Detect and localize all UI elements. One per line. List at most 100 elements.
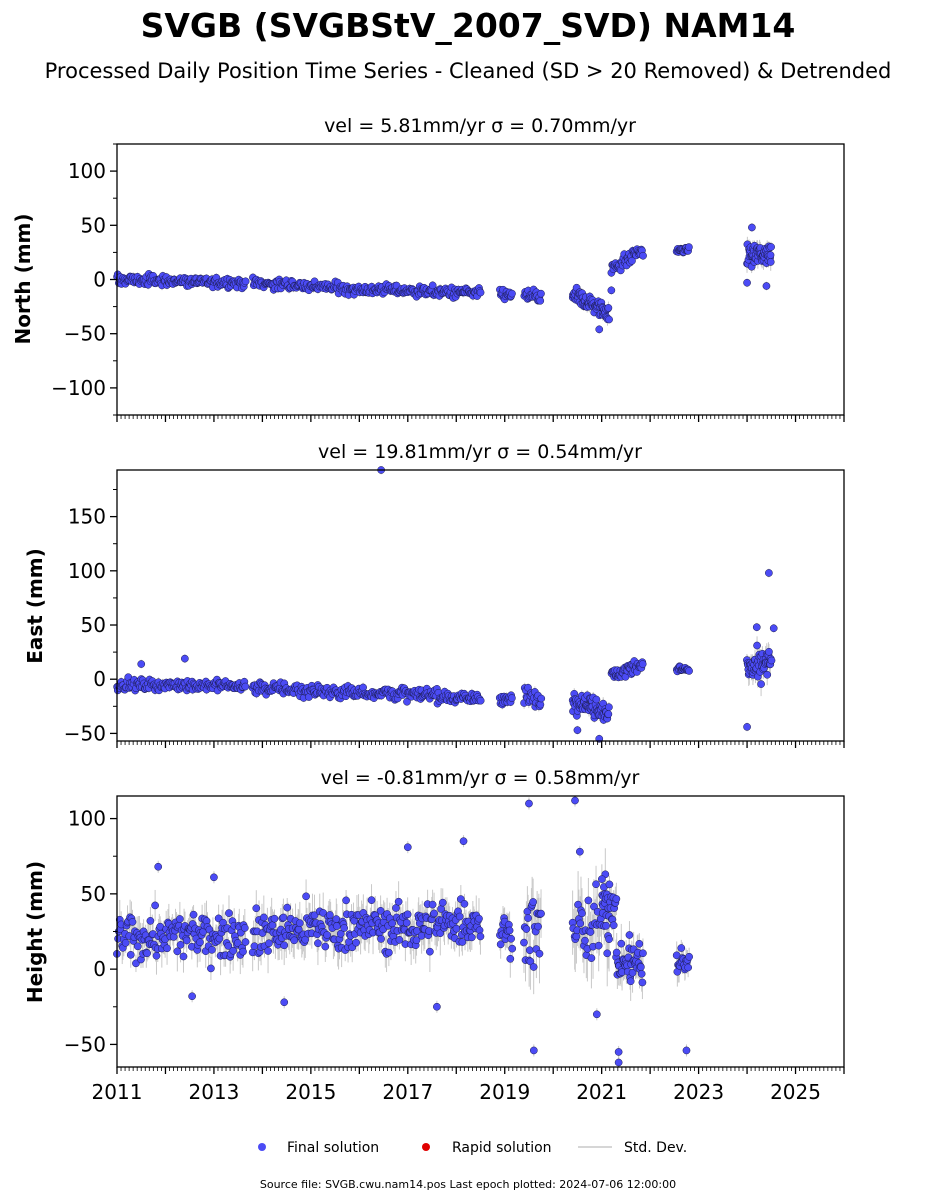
height-point <box>525 946 534 955</box>
height-point <box>625 931 634 939</box>
east-point <box>592 695 601 704</box>
height-point <box>280 998 289 1007</box>
north-point <box>607 286 616 295</box>
height-point <box>576 919 585 928</box>
height-point <box>394 897 403 906</box>
height-point <box>592 1010 601 1019</box>
height-point <box>537 909 545 918</box>
height-point <box>302 892 310 901</box>
height-point <box>252 904 261 913</box>
east-point <box>765 647 773 656</box>
north-axes: −100 −50 0 50 100 <box>51 143 845 422</box>
north-ylabel: North (mm) <box>11 213 35 344</box>
height-point <box>265 939 273 948</box>
height-point <box>535 949 544 958</box>
east-point <box>765 569 773 577</box>
height-point <box>283 903 292 912</box>
north-point <box>428 281 437 290</box>
height-point <box>467 933 476 942</box>
height-point <box>534 922 542 931</box>
height-point <box>152 951 161 960</box>
height-point <box>264 947 272 955</box>
height-data <box>113 796 693 1067</box>
height-point <box>225 909 233 917</box>
height-point <box>239 947 247 956</box>
height-point <box>529 1046 538 1055</box>
east-data <box>113 466 778 743</box>
height-point <box>529 898 537 906</box>
height-point <box>179 952 188 961</box>
height-point <box>598 875 606 883</box>
height-point <box>385 948 393 957</box>
east-point <box>757 680 765 688</box>
height-point <box>290 936 299 945</box>
legend-std-label: Std. Dev. <box>624 1140 687 1156</box>
height-point <box>639 949 647 958</box>
footer-source: Source file: SVGB.cwu.nam14.pos Last epo… <box>260 1178 676 1191</box>
height-point <box>603 949 612 958</box>
height-xtick-label: 2019 <box>479 1080 530 1104</box>
height-point <box>176 940 185 949</box>
north-panel-title: vel = 5.81mm/yr σ = 0.70mm/yr <box>324 115 636 137</box>
north-point <box>685 243 693 251</box>
chart-subtitle: Processed Daily Position Time Series - C… <box>45 59 892 83</box>
height-point <box>173 947 182 956</box>
height-point <box>388 919 397 928</box>
north-point <box>743 278 751 287</box>
height-point <box>189 910 198 919</box>
height-point <box>459 837 468 846</box>
north-point <box>767 243 775 251</box>
height-point <box>128 918 137 926</box>
height-point <box>506 954 515 963</box>
north-data <box>113 223 775 334</box>
east-point <box>685 667 693 675</box>
east-point <box>137 660 146 668</box>
east-point <box>752 623 761 632</box>
height-point <box>605 935 613 944</box>
east-point <box>604 710 613 718</box>
height-point <box>196 938 204 947</box>
height-point <box>314 939 322 948</box>
height-point <box>133 942 142 951</box>
east-point <box>476 696 485 705</box>
north-point <box>639 251 647 260</box>
height-point <box>455 912 464 921</box>
east-panel-title: vel = 19.81mm/yr σ = 0.54mm/yr <box>318 441 642 463</box>
height-point <box>208 945 216 954</box>
height-point <box>426 947 434 956</box>
height-panel-title: vel = -0.81mm/yr σ = 0.58mm/yr <box>321 767 640 789</box>
height-ylabel: Height (mm) <box>23 861 47 1003</box>
height-point <box>163 944 171 953</box>
east-point <box>241 682 250 691</box>
height-point <box>326 911 334 919</box>
legend-rapid-label: Rapid solution <box>452 1140 552 1156</box>
height-point <box>323 931 331 939</box>
east-ytick-label: 100 <box>68 559 106 583</box>
height-point <box>525 799 533 808</box>
height-point <box>146 917 155 925</box>
height-point <box>402 918 411 927</box>
north-point <box>604 304 613 312</box>
height-ytick-label: 0 <box>93 957 106 981</box>
height-point <box>169 933 178 941</box>
east-ytick-label: −50 <box>64 721 106 745</box>
east-point <box>753 641 761 650</box>
height-ytick-label: 100 <box>68 807 106 831</box>
height-point <box>250 942 259 951</box>
height-point <box>581 936 589 945</box>
north-point <box>476 288 485 297</box>
height-xtick-label: 2013 <box>188 1080 239 1104</box>
height-point <box>143 949 151 958</box>
height-point <box>403 843 412 852</box>
east-ytick-label: 50 <box>81 613 106 637</box>
height-point <box>268 921 277 930</box>
east-point <box>763 670 772 679</box>
height-point <box>438 898 447 907</box>
height-point <box>592 880 600 889</box>
legend-final-label: Final solution <box>287 1140 379 1156</box>
height-point <box>279 913 288 922</box>
east-point <box>767 656 776 665</box>
height-point <box>240 924 249 932</box>
height-point <box>340 924 348 932</box>
height-xtick-label: 2023 <box>673 1080 724 1104</box>
